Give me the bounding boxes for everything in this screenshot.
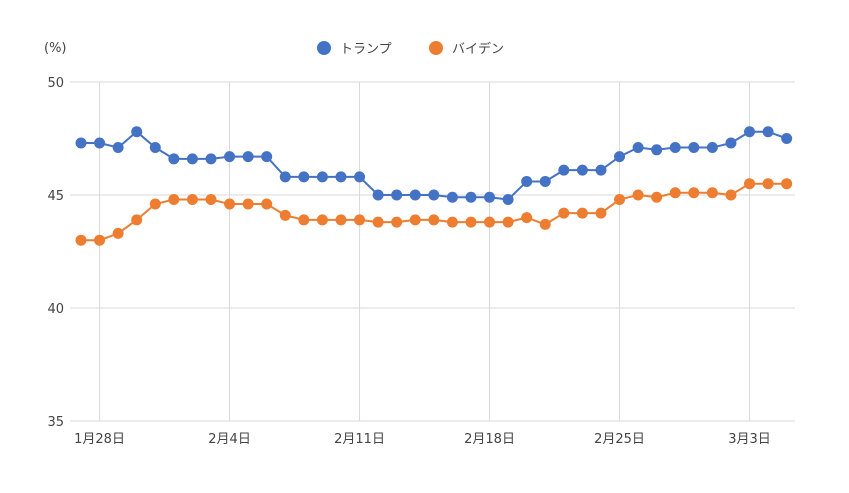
data-point bbox=[521, 212, 533, 224]
data-point bbox=[261, 198, 273, 210]
data-point bbox=[744, 178, 756, 190]
data-point bbox=[205, 153, 217, 165]
x-tick-label: 2月4日 bbox=[208, 432, 251, 447]
series-0 bbox=[75, 126, 793, 206]
data-point bbox=[75, 234, 87, 246]
data-point bbox=[354, 171, 366, 183]
data-point bbox=[706, 142, 718, 154]
data-point bbox=[632, 189, 644, 201]
data-point bbox=[316, 214, 328, 226]
data-point bbox=[781, 133, 793, 144]
legend-marker bbox=[317, 41, 331, 55]
data-point bbox=[242, 151, 254, 163]
data-point bbox=[595, 207, 607, 219]
data-point bbox=[261, 151, 273, 163]
data-point bbox=[224, 151, 236, 163]
data-point bbox=[279, 171, 291, 183]
data-point bbox=[168, 194, 180, 206]
data-point bbox=[669, 187, 681, 199]
data-point bbox=[725, 189, 737, 201]
data-point bbox=[484, 216, 496, 228]
x-tick-label: 3月3日 bbox=[728, 432, 771, 447]
legend-marker bbox=[429, 41, 443, 55]
y-tick-label: 40 bbox=[47, 302, 64, 317]
data-point bbox=[614, 151, 626, 163]
data-point bbox=[149, 142, 161, 154]
data-point bbox=[224, 198, 236, 210]
data-point bbox=[762, 178, 774, 190]
data-point bbox=[298, 171, 310, 183]
series-line bbox=[81, 130, 788, 201]
data-point bbox=[465, 216, 477, 228]
data-point bbox=[186, 194, 198, 206]
data-point bbox=[762, 126, 774, 138]
data-point bbox=[428, 214, 440, 226]
data-point bbox=[372, 216, 384, 228]
x-tick-label: 2月25日 bbox=[594, 432, 645, 447]
x-tick-label: 1月28日 bbox=[74, 432, 125, 447]
data-point bbox=[298, 214, 310, 226]
data-point bbox=[409, 214, 421, 226]
data-point bbox=[744, 126, 756, 138]
data-point bbox=[446, 216, 458, 228]
data-point bbox=[112, 142, 124, 154]
y-axis-label: (%) bbox=[44, 41, 67, 56]
data-point bbox=[131, 214, 143, 226]
data-point bbox=[354, 214, 366, 226]
data-point bbox=[632, 142, 644, 154]
data-point bbox=[539, 218, 551, 230]
data-point bbox=[94, 234, 106, 246]
data-point bbox=[112, 227, 124, 239]
legend-label: トランプ bbox=[340, 42, 392, 57]
data-point bbox=[186, 153, 198, 165]
data-point bbox=[669, 142, 681, 154]
data-point bbox=[651, 191, 663, 203]
data-point bbox=[781, 178, 793, 190]
data-point bbox=[539, 175, 551, 187]
data-point bbox=[149, 198, 161, 210]
data-point bbox=[131, 126, 143, 138]
data-point bbox=[242, 198, 254, 210]
data-point bbox=[521, 175, 533, 187]
data-point bbox=[725, 137, 737, 149]
data-point bbox=[75, 137, 87, 149]
data-point bbox=[502, 194, 514, 206]
y-tick-label: 35 bbox=[47, 415, 64, 430]
data-point bbox=[279, 209, 291, 221]
data-point bbox=[576, 207, 588, 219]
data-point bbox=[316, 171, 328, 183]
data-point bbox=[391, 216, 403, 228]
data-point bbox=[94, 137, 106, 149]
data-point bbox=[595, 164, 607, 176]
data-point bbox=[484, 191, 496, 203]
y-tick-label: 45 bbox=[47, 189, 64, 204]
series-1 bbox=[75, 178, 793, 246]
data-point bbox=[502, 216, 514, 228]
y-tick-label: 50 bbox=[47, 76, 64, 91]
data-point bbox=[372, 189, 384, 201]
data-point bbox=[688, 142, 700, 154]
data-point bbox=[558, 164, 570, 176]
data-point bbox=[558, 207, 570, 219]
data-point bbox=[335, 214, 347, 226]
data-point bbox=[205, 194, 217, 206]
data-point bbox=[614, 194, 626, 206]
data-point bbox=[391, 189, 403, 201]
x-tick-label: 2月11日 bbox=[334, 432, 385, 447]
data-point bbox=[409, 189, 421, 201]
x-tick-label: 2月18日 bbox=[464, 432, 515, 447]
data-point bbox=[428, 189, 440, 201]
data-point bbox=[576, 164, 588, 176]
data-point bbox=[168, 153, 180, 165]
data-point bbox=[651, 144, 663, 156]
data-point bbox=[335, 171, 347, 183]
data-point bbox=[446, 191, 458, 203]
data-point bbox=[465, 191, 477, 203]
data-point bbox=[706, 187, 718, 199]
legend-label: バイデン bbox=[452, 41, 504, 57]
data-point bbox=[688, 187, 700, 199]
